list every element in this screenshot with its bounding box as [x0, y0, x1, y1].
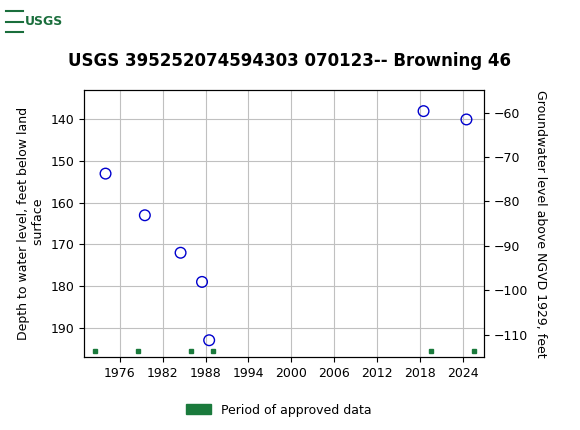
Point [101, 170, 110, 177]
Point [419, 108, 428, 114]
Point [176, 249, 185, 256]
Y-axis label: Depth to water level, feet below land
 surface: Depth to water level, feet below land su… [17, 107, 45, 340]
Point [197, 279, 206, 286]
Legend: Period of approved data: Period of approved data [180, 399, 376, 421]
Point [140, 212, 150, 219]
Bar [6, 4, 81, 39]
Point [205, 337, 214, 344]
Point [462, 116, 471, 123]
Y-axis label: Groundwater level above NGVD 1929, feet: Groundwater level above NGVD 1929, feet [534, 90, 547, 357]
Text: USGS: USGS [24, 15, 63, 28]
Text: USGS 395252074594303 070123-- Browning 46: USGS 395252074594303 070123-- Browning 4… [68, 52, 512, 70]
